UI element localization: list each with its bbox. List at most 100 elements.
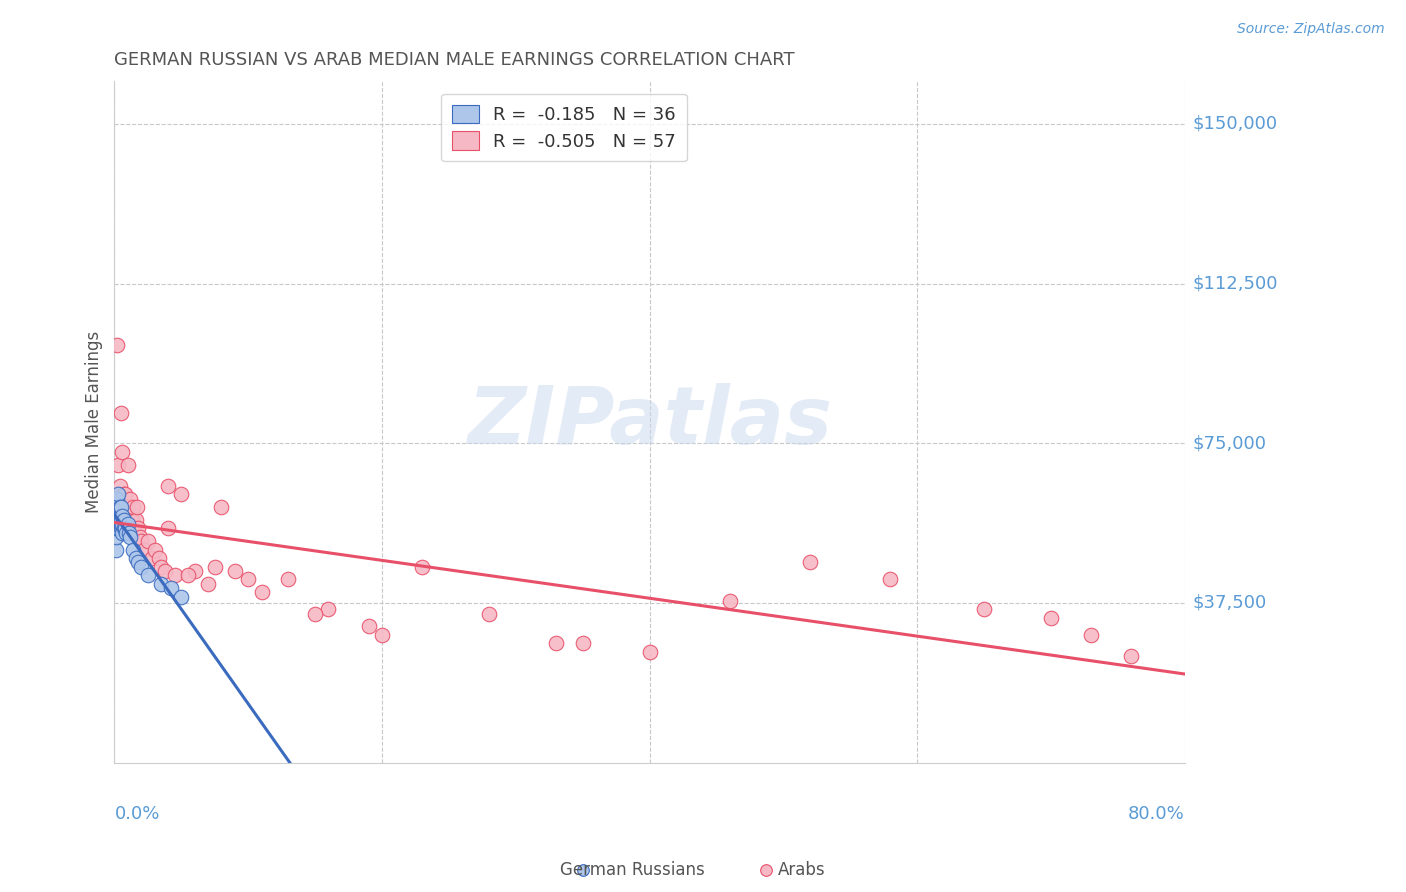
Point: [148, 551, 170, 566]
Point: [357, 619, 380, 633]
Point: [170, 487, 193, 501]
Point: [122, 500, 145, 514]
Text: ZIPatlas: ZIPatlas: [467, 383, 832, 461]
Point: [118, 525, 141, 540]
Point: [111, 508, 134, 523]
Point: [250, 585, 273, 599]
Text: Source: ZipAtlas.com: Source: ZipAtlas.com: [1237, 22, 1385, 37]
Point: [107, 458, 129, 472]
Legend: R =  -0.185   N = 36, R =  -0.505   N = 57: R = -0.185 N = 36, R = -0.505 N = 57: [441, 94, 688, 161]
Point: [110, 513, 132, 527]
Point: [177, 568, 200, 582]
Point: [211, 500, 233, 514]
Point: [108, 517, 131, 532]
Point: [638, 645, 661, 659]
Point: [544, 636, 567, 650]
Point: [117, 500, 139, 514]
Point: [799, 556, 821, 570]
Point: [111, 525, 134, 540]
Point: [124, 521, 146, 535]
Point: [114, 521, 136, 535]
Point: [120, 491, 142, 506]
Point: [718, 594, 741, 608]
Point: [115, 500, 138, 514]
Point: [204, 559, 226, 574]
Point: [128, 521, 150, 535]
Point: [117, 458, 139, 472]
Point: [111, 517, 134, 532]
Point: [104, 530, 127, 544]
Point: [121, 513, 143, 527]
Point: [107, 513, 129, 527]
Point: [122, 542, 145, 557]
Text: $37,500: $37,500: [1192, 594, 1267, 612]
Point: [107, 487, 129, 501]
Point: [318, 602, 340, 616]
Point: [277, 573, 299, 587]
Y-axis label: Median Male Earnings: Median Male Earnings: [86, 331, 103, 513]
Point: [155, 564, 177, 578]
Point: [127, 500, 149, 514]
Point: [120, 530, 142, 544]
Point: [112, 521, 135, 535]
Point: [108, 500, 131, 514]
Point: [478, 607, 501, 621]
Point: [136, 568, 159, 582]
Point: [110, 517, 132, 532]
Point: [159, 581, 181, 595]
Point: [115, 525, 138, 540]
Point: [141, 551, 163, 566]
Point: [1040, 611, 1063, 625]
Point: [128, 556, 150, 570]
Point: [110, 521, 132, 535]
Text: 80.0%: 80.0%: [1128, 805, 1185, 823]
Point: [114, 487, 136, 501]
Text: 0.0%: 0.0%: [114, 805, 160, 823]
Point: [143, 542, 166, 557]
Text: $112,500: $112,500: [1192, 275, 1278, 293]
Point: [125, 551, 148, 566]
Text: $75,000: $75,000: [1192, 434, 1267, 452]
Point: [107, 521, 129, 535]
Point: [110, 491, 132, 506]
Point: [572, 863, 595, 877]
Point: [150, 576, 173, 591]
Point: [105, 508, 128, 523]
Point: [118, 521, 141, 535]
Point: [105, 338, 128, 352]
Point: [1080, 628, 1102, 642]
Point: [128, 530, 150, 544]
Point: [136, 534, 159, 549]
Point: [105, 517, 128, 532]
Point: [170, 590, 193, 604]
Point: [117, 517, 139, 532]
Text: $150,000: $150,000: [1192, 115, 1278, 133]
Point: [132, 542, 155, 557]
Point: [304, 607, 326, 621]
Text: Arabs: Arabs: [778, 861, 825, 879]
Point: [879, 573, 901, 587]
Point: [150, 559, 173, 574]
Point: [197, 576, 219, 591]
Point: [108, 479, 131, 493]
Point: [112, 513, 135, 527]
Point: [411, 559, 433, 574]
Text: German Russians: German Russians: [561, 861, 704, 879]
Point: [129, 559, 152, 574]
Point: [163, 568, 186, 582]
Point: [105, 491, 128, 506]
Point: [107, 504, 129, 518]
Point: [104, 542, 127, 557]
Point: [156, 521, 179, 535]
Point: [156, 479, 179, 493]
Point: [238, 573, 260, 587]
Point: [110, 500, 132, 514]
Point: [129, 534, 152, 549]
Point: [110, 406, 132, 420]
Point: [108, 508, 131, 523]
Point: [371, 628, 394, 642]
Point: [183, 564, 205, 578]
Point: [973, 602, 995, 616]
Point: [111, 444, 134, 458]
Point: [755, 863, 778, 877]
